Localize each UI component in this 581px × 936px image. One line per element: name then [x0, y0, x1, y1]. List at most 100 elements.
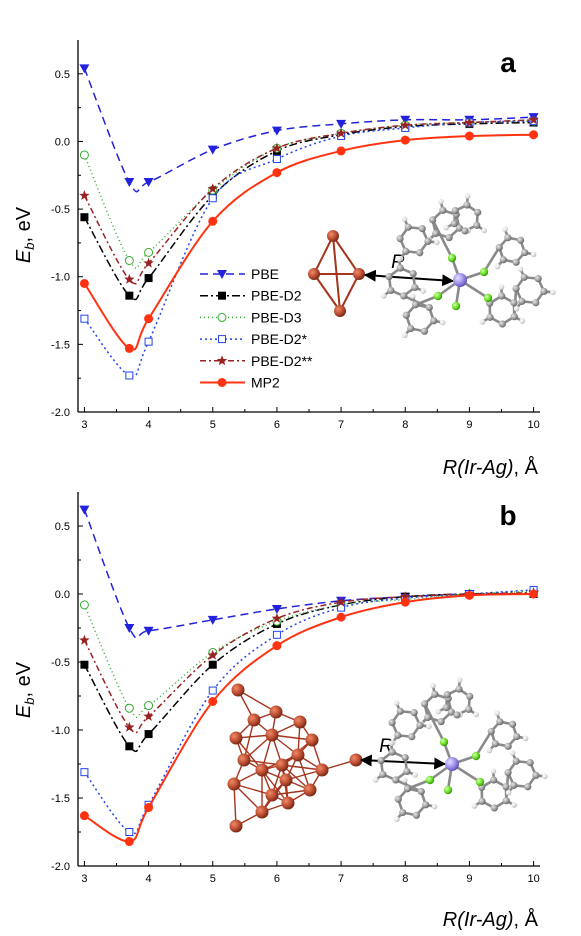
carbon-atom — [420, 327, 429, 335]
carbon-atom — [396, 707, 404, 715]
data-point-pbe-d2starstar — [79, 634, 90, 645]
iridium-atom — [445, 757, 459, 771]
silver-atom — [227, 777, 241, 791]
data-point-pbe-d2star — [125, 828, 134, 836]
y-tick-label: -2.0 — [51, 407, 70, 419]
hydrogen-atom — [509, 750, 516, 756]
ag20-cluster — [227, 683, 363, 833]
carbon-atom — [437, 718, 445, 726]
molecule-atoms — [380, 193, 556, 339]
hydrogen-atom — [401, 777, 408, 783]
legend-label: PBE-D2 — [251, 288, 302, 304]
carbon-atom — [524, 783, 532, 791]
x-tick-label: 8 — [402, 873, 408, 885]
y-tick-label: 0.0 — [55, 589, 70, 601]
data-point-pbe-d2 — [144, 730, 153, 739]
carbon-atom — [424, 713, 432, 722]
data-point-pbe-d2 — [125, 291, 134, 300]
hydrogen-atom — [513, 305, 520, 312]
data-point-pbe-d3 — [124, 703, 134, 713]
carbon-atom — [512, 258, 520, 266]
carbon-atom — [502, 797, 510, 805]
carbon-atom — [496, 718, 504, 726]
carbon-atom — [532, 299, 540, 307]
data-point-pbe-d2starstar — [79, 190, 90, 201]
data-point-mp2 — [79, 811, 89, 821]
carbon-atom — [388, 748, 396, 756]
hydrogen-atom — [430, 682, 436, 689]
data-point-mp2 — [144, 803, 154, 813]
carbon-atom — [498, 292, 506, 300]
hydrogen-atom — [505, 789, 512, 796]
hydrogen-atom — [502, 226, 508, 232]
silver-atom — [269, 705, 283, 719]
x-tick-label: 9 — [466, 419, 472, 431]
hydrogen-atom — [542, 773, 548, 780]
carbon-atom — [491, 740, 499, 748]
silver-atom — [255, 763, 269, 777]
data-point-pbe-d2starstar — [400, 119, 411, 130]
legend-item-mp2: MP2 — [200, 375, 280, 391]
carbon-atom — [445, 234, 453, 242]
x-axis-title-a: R(Ir-Ag), Å — [443, 456, 539, 479]
series-line-pbe-d2 — [83, 593, 534, 752]
legend-label: PBE-D2** — [251, 353, 313, 369]
hydrogen-atom — [401, 216, 408, 222]
data-point-pbe-d2starstar — [143, 257, 154, 268]
hydrogen-atom — [393, 816, 400, 823]
data-point-pbe — [124, 178, 135, 188]
silver-atom — [293, 715, 307, 729]
carbon-atom — [396, 264, 404, 272]
x-tick-label: 3 — [81, 873, 87, 885]
silver-atom — [265, 728, 279, 742]
carbon-atom — [502, 783, 510, 791]
hydrogen-atom — [517, 266, 524, 272]
carbon-atom — [510, 299, 518, 307]
data-point-pbe-d2starstar — [124, 721, 135, 732]
silver-atom — [305, 733, 319, 747]
carbon-atom — [416, 249, 424, 257]
legend-marker — [217, 378, 227, 387]
series-line-pbe-d3 — [83, 590, 534, 718]
ag20-atoms — [227, 683, 363, 833]
carbon-atom — [379, 770, 387, 779]
silver-atom — [279, 773, 293, 787]
legend-item-pbe-d2starstar: PBE-D2** — [200, 353, 313, 369]
carbon-atom — [404, 223, 412, 231]
hydrogen-atom — [431, 803, 438, 810]
data-point-mp2 — [336, 146, 346, 156]
silver-atom — [265, 788, 279, 802]
data-point-pbe-d2star — [144, 337, 153, 346]
carbon-atom — [407, 324, 415, 333]
legend-marker — [218, 335, 226, 344]
series-mp2 — [79, 589, 539, 847]
carbon-atom — [432, 229, 440, 238]
plot-area-b: 3 4 5 6 7 8 9 10 -2.0 -1.5 -1.0 -0.5 0.0 0.5 — [51, 492, 540, 885]
carbon-atom — [421, 700, 429, 708]
carbon-atom — [430, 317, 438, 325]
x-tick-label: 6 — [274, 873, 280, 885]
carbon-atom — [455, 685, 463, 693]
distance-arrow-b — [359, 754, 447, 770]
carbon-atom — [520, 273, 528, 281]
data-point-pbe-d2 — [144, 274, 153, 283]
silver-atom — [229, 731, 243, 745]
carbon-atom — [394, 795, 402, 803]
carbon-atom — [424, 237, 432, 245]
carbon-atom — [403, 767, 411, 776]
silver-atom — [275, 758, 289, 772]
carbon-atom — [499, 256, 507, 264]
data-point-mp2 — [124, 343, 134, 353]
data-point-mp2 — [464, 131, 474, 141]
series-pbe-d2starstar — [79, 114, 539, 285]
ag4-cluster — [313, 235, 360, 312]
data-point-pbe-d2 — [208, 660, 217, 669]
carbon-atom — [385, 272, 393, 281]
data-point-mp2 — [400, 135, 410, 145]
series-pbe — [79, 64, 539, 193]
hydrogen-atom — [530, 251, 537, 258]
hydrogen-atom — [473, 711, 479, 718]
data-point-pbe — [79, 64, 90, 74]
data-point-pbe-d3 — [124, 255, 134, 265]
data-point-mp2 — [529, 589, 539, 599]
